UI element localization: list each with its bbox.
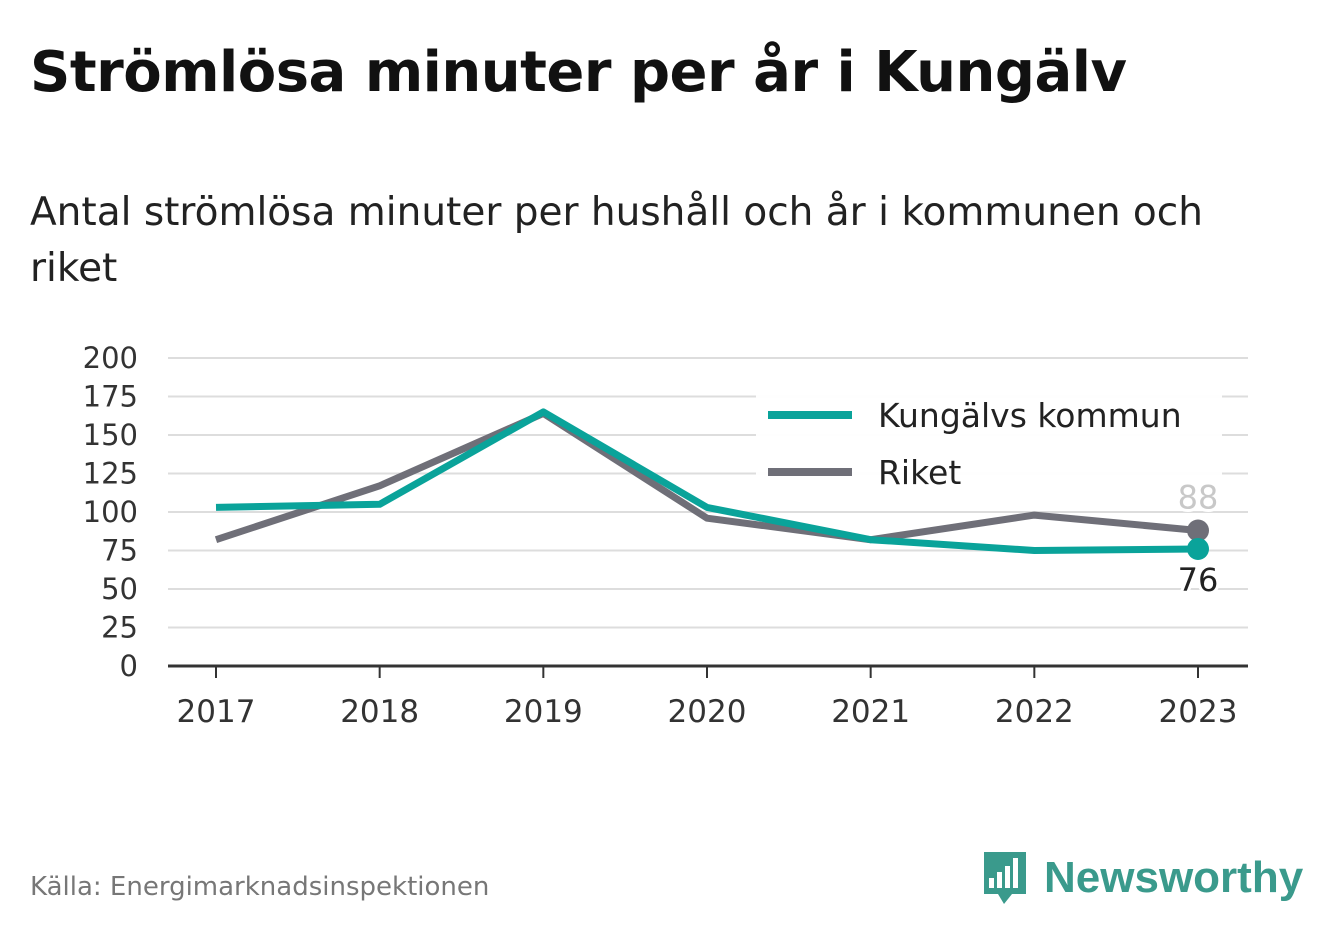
x-tick-label: 2017 [177, 694, 256, 730]
newsworthy-logo-icon [984, 852, 1026, 904]
y-tick-label: 100 [83, 495, 138, 529]
legend-label: Riket [878, 453, 961, 492]
series-end-point [1187, 537, 1209, 560]
y-tick-label: 25 [101, 611, 138, 645]
legend-label: Kungälvs kommun [878, 396, 1182, 435]
y-tick-label: 125 [83, 457, 138, 491]
series-lines [214, 408, 1209, 560]
end-value-label: 76 [1178, 561, 1219, 599]
legend-background [756, 386, 1222, 504]
y-tick-labels: 0 25 50 75 100 125 150 175 200 [83, 341, 138, 683]
series-line [215, 408, 1199, 554]
end-labels: 76 88 [1175, 475, 1222, 601]
legend: Kungälvs kommun Riket [756, 386, 1222, 504]
y-tick-label: 150 [83, 418, 138, 452]
x-tick-label: 2018 [340, 694, 419, 730]
newsworthy-logo: Newsworthy [980, 848, 1303, 908]
x-tick-label: 2020 [668, 694, 747, 730]
newsworthy-logo-text: Newsworthy [1044, 853, 1304, 902]
x-tick-label: 2019 [504, 694, 583, 730]
y-tick-label: 200 [83, 341, 138, 375]
chart-title: Strömlösa minuter per år i Kungälv [30, 40, 1127, 105]
series-end-point [1187, 519, 1209, 542]
end-value-label: 88 [1178, 478, 1219, 516]
series-line [214, 409, 1199, 544]
x-tick-label: 2021 [831, 694, 910, 730]
source-note: Källa: Energimarknadsinspektionen [30, 872, 490, 902]
chart-subtitle: Antal strömlösa minuter per hushåll och … [30, 190, 1203, 291]
x-tick-label: 2023 [1159, 694, 1238, 730]
y-tick-label: 0 [120, 649, 138, 683]
y-tick-label: 75 [101, 534, 138, 568]
y-tick-label: 50 [101, 572, 138, 606]
y-tick-label: 175 [83, 380, 138, 414]
x-tick-label: 2022 [995, 694, 1074, 730]
x-axis: 2017 2018 2019 2020 2021 2022 2023 [168, 664, 1248, 730]
